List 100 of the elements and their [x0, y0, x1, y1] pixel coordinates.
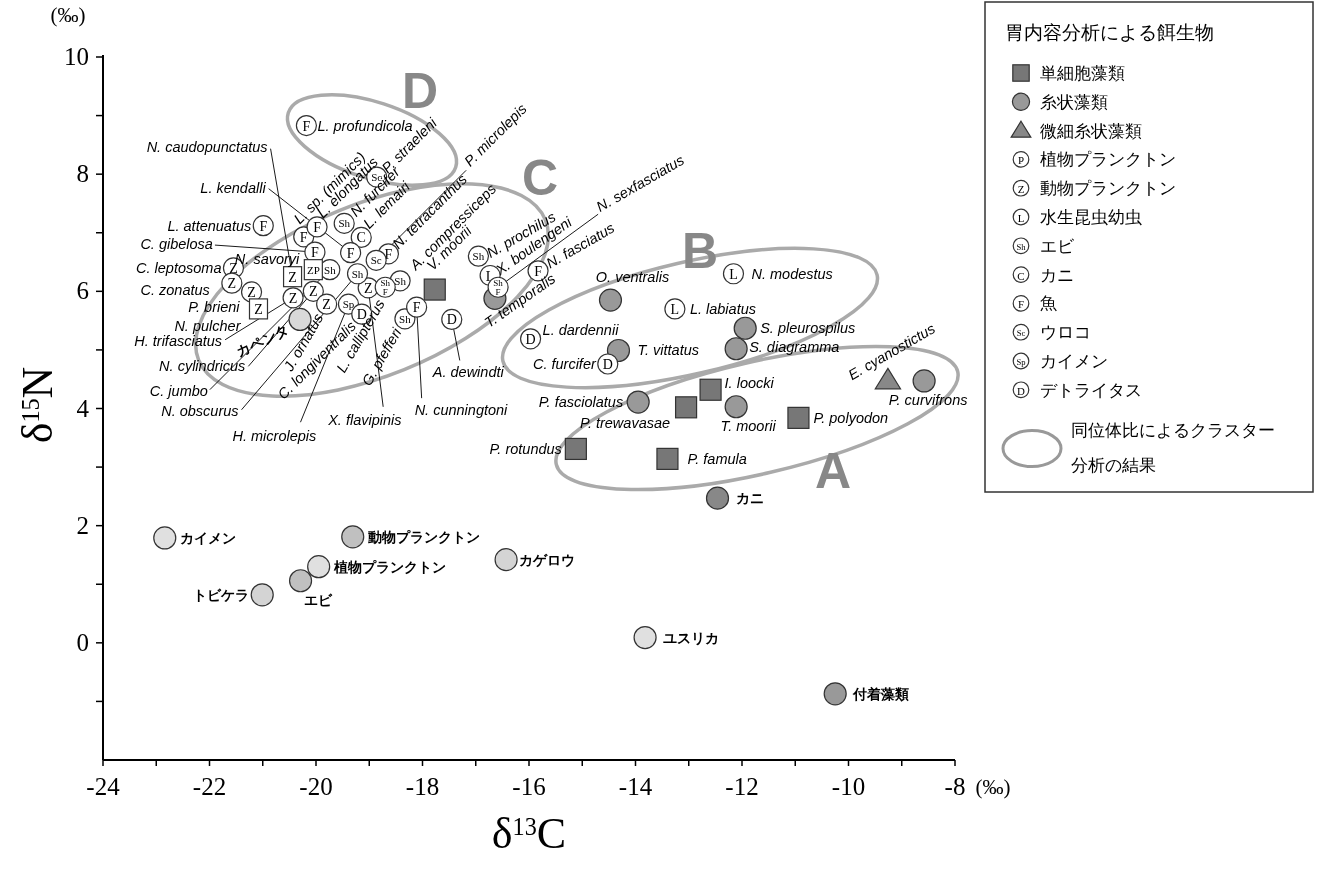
- annotation: L. attenuatus: [167, 217, 252, 234]
- x-tick-label: -22: [192, 773, 227, 800]
- point: [307, 555, 331, 579]
- text: L: [729, 266, 738, 282]
- text: D: [602, 357, 613, 373]
- text: F: [311, 245, 319, 261]
- annotation: 付着藻類: [852, 685, 910, 702]
- text: C: [1017, 269, 1025, 282]
- y-tick-label: 6: [76, 277, 89, 305]
- text: 同位体比によるクラスター分析の結果: [1071, 420, 1275, 475]
- annotation: N. cunningtoni: [414, 402, 509, 419]
- point: [288, 569, 313, 593]
- point: [341, 525, 365, 549]
- y-tick-label: 2: [76, 511, 89, 539]
- text: Z: [309, 284, 318, 300]
- legend-label: カイメン: [1040, 352, 1108, 370]
- text: D: [446, 312, 457, 328]
- y-tick-label: 0: [76, 628, 89, 656]
- legend-label: エビ: [1040, 236, 1075, 255]
- text: Z: [1017, 183, 1025, 196]
- text: F: [299, 229, 308, 245]
- legend-label: 動物プランクトン: [1040, 179, 1176, 198]
- annotation: C: [521, 150, 559, 206]
- annotation: T. vittatus: [637, 341, 699, 358]
- x-tick-label: -24: [86, 773, 121, 800]
- y-tick-label: 8: [76, 160, 89, 188]
- annotation: H. microlepis: [232, 428, 317, 445]
- annotation: N. pulcher: [174, 317, 242, 334]
- text: F: [259, 218, 268, 234]
- point: [153, 526, 177, 550]
- annotation: カイメン: [179, 529, 236, 546]
- annotation: カニ: [735, 490, 764, 507]
- annotation: C. gibelosa: [140, 236, 213, 253]
- text: (‰): [975, 775, 1011, 799]
- legend-label: カニ: [1040, 265, 1074, 284]
- annotation: A: [814, 443, 852, 499]
- point: [494, 548, 518, 572]
- text: F: [346, 245, 355, 261]
- annotation: P. rotundus: [489, 440, 562, 457]
- text: L: [670, 301, 680, 317]
- point: [250, 583, 274, 607]
- x-tick-label: -14: [618, 773, 653, 800]
- annotation: C. jumbo: [149, 382, 208, 399]
- point: [633, 625, 657, 650]
- text: Sh: [338, 217, 351, 230]
- text: P: [1017, 154, 1025, 167]
- legend-label: 魚: [1040, 294, 1057, 313]
- annotation: L. labiatus: [689, 300, 757, 317]
- annotation: N. caudopunctatus: [146, 138, 268, 155]
- annotation: O. ventralis: [595, 269, 670, 286]
- legend-label: ウロコ: [1040, 323, 1091, 342]
- text: F: [384, 246, 393, 262]
- annotation: 動物プランクトン: [366, 528, 480, 545]
- annotation: C. leptosoma: [136, 259, 222, 276]
- text: Z: [363, 280, 373, 296]
- annotation: P. trewavasae: [580, 415, 671, 432]
- annotation: ユスリカ: [663, 629, 720, 646]
- annotation: N. cylindricus: [159, 358, 246, 375]
- text: Sh: [394, 274, 406, 287]
- annotation: エビ: [303, 591, 333, 608]
- point: [733, 316, 757, 340]
- text: Sh: [351, 267, 364, 280]
- x-tick-label: -10: [831, 773, 866, 800]
- text: L: [1017, 212, 1025, 225]
- text: Sh: [1016, 241, 1026, 252]
- text: Sc: [370, 254, 382, 267]
- annotation: C. zonatus: [140, 282, 210, 299]
- annotation: P. fasciolatus: [538, 394, 624, 411]
- x-tick-label: -20: [299, 773, 333, 800]
- data-label: Z: [254, 301, 263, 317]
- y-tick-label: 10: [64, 43, 89, 70]
- data-label: Z: [288, 269, 297, 285]
- annotation: P. brieni: [188, 298, 241, 315]
- annotation: カゲロウ: [519, 551, 576, 568]
- annotation: S. pleurospilus: [760, 320, 856, 337]
- x-tick-label: -16: [512, 773, 546, 800]
- text: F: [534, 263, 542, 279]
- annotation: D: [401, 63, 439, 119]
- annotation: L. dardennii: [542, 321, 620, 338]
- text: Z: [322, 297, 331, 313]
- annotation: N. modestus: [751, 265, 833, 282]
- annotation: C: [356, 230, 366, 246]
- annotation: A. dewindti: [431, 364, 505, 381]
- annotation: C. furcifer: [532, 355, 597, 372]
- y-tick-label: 4: [76, 394, 90, 422]
- annotation: S. diagramma: [749, 338, 840, 355]
- annotation: I. loocki: [724, 374, 775, 391]
- text: (‰): [50, 3, 86, 27]
- legend-label: 単細胞藻類: [1040, 64, 1125, 82]
- x-tick-label: -8: [944, 773, 966, 800]
- annotation: P. polyodon: [813, 409, 889, 426]
- text: Sh: [399, 312, 411, 325]
- annotation: F: [302, 118, 311, 134]
- text: Sc: [1016, 328, 1026, 339]
- legend-title: 胃内容分析による餌生物: [1005, 22, 1214, 43]
- legend-label: 水生昆虫幼虫: [1040, 208, 1142, 226]
- text: F: [412, 300, 421, 316]
- point: [423, 278, 446, 301]
- text: D: [1017, 384, 1025, 397]
- legend-label: 植物プランクトン: [1040, 150, 1176, 169]
